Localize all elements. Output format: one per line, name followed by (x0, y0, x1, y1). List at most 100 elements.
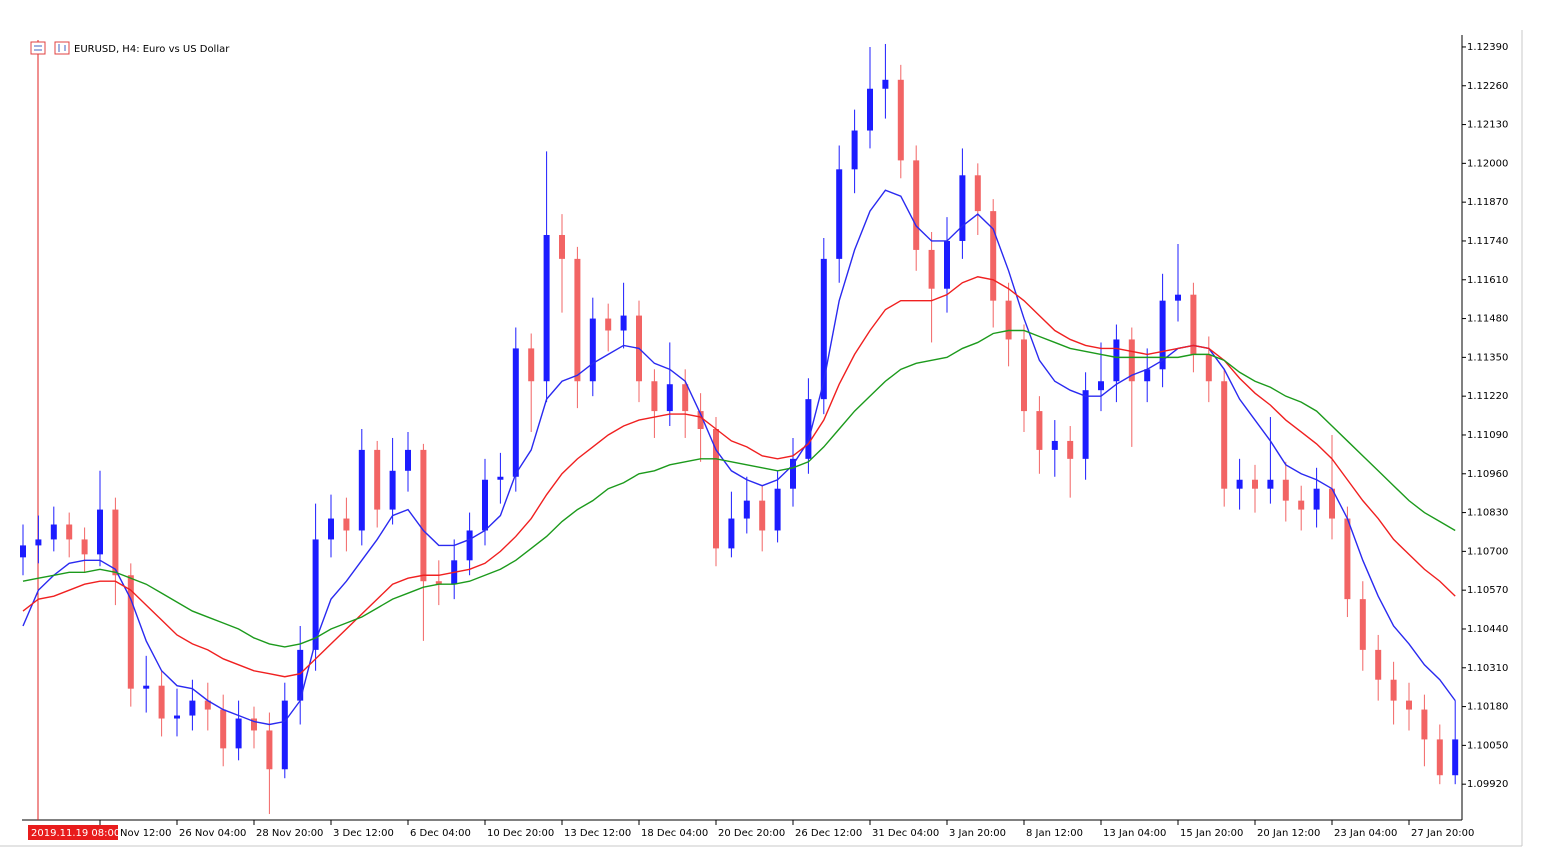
x-tick-label: Nov 12:00 (120, 828, 172, 839)
candle-body (728, 518, 735, 549)
x-tick-label: 6 Dec 04:00 (410, 828, 471, 839)
y-tick-label: 1.11610 (1467, 275, 1508, 286)
candle-body (1375, 649, 1382, 680)
candle-body (389, 470, 396, 510)
candle-body (990, 211, 997, 301)
x-tick-label: 28 Nov 20:00 (256, 828, 323, 839)
candle-body (1452, 739, 1459, 776)
candle-body (81, 539, 88, 555)
candle-body (512, 348, 519, 477)
candle-body (1221, 381, 1228, 489)
y-tick-label: 1.11350 (1467, 352, 1508, 363)
x-tick-label: 23 Jan 04:00 (1334, 828, 1397, 839)
candle-body (1113, 339, 1120, 382)
candle-body (651, 381, 658, 412)
candle-body (1329, 488, 1335, 519)
candle-body (1313, 488, 1320, 510)
candle-body (1021, 339, 1027, 412)
candle-body (589, 318, 596, 382)
candle-body (974, 175, 981, 212)
candle-body (820, 258, 827, 400)
candle-body (1175, 294, 1181, 301)
candle-body (1098, 381, 1104, 391)
candle-body (66, 524, 73, 540)
cursor-label-box (28, 825, 118, 840)
candle-body (50, 524, 57, 540)
y-tick-label: 1.10570 (1467, 585, 1508, 596)
candle-body (20, 545, 26, 558)
x-tick-label: 26 Dec 12:00 (795, 828, 862, 839)
candle-body (220, 709, 227, 749)
candle-body (235, 718, 242, 749)
candle-body (805, 399, 812, 459)
candle-body (143, 685, 150, 689)
candle-body (1252, 479, 1258, 489)
y-tick-label: 1.12000 (1467, 158, 1508, 169)
candle-body (1051, 440, 1058, 450)
candle-body (528, 348, 535, 382)
candle-body (1282, 479, 1289, 501)
candle-body (174, 715, 180, 719)
x-tick-label: 13 Dec 12:00 (564, 828, 631, 839)
x-tick-label: 31 Dec 04:00 (872, 828, 939, 839)
y-tick-label: 1.11090 (1467, 430, 1508, 441)
candle-body (251, 718, 257, 731)
candle-body (743, 500, 750, 519)
x-tick-label: 20 Jan 12:00 (1257, 828, 1320, 839)
x-tick-label: 20 Dec 20:00 (718, 828, 785, 839)
candle-body (682, 384, 689, 412)
candle-body (959, 175, 966, 241)
candle-body (543, 234, 550, 382)
moving-average-line (22, 276, 1456, 678)
candle-body (1067, 440, 1074, 459)
candle-body (759, 500, 766, 531)
candle-body (420, 449, 427, 582)
candle-body (928, 249, 935, 289)
moving-average-line (22, 189, 1456, 726)
y-tick-label: 1.11220 (1467, 391, 1508, 402)
candle-body (1390, 679, 1397, 701)
y-tick-label: 1.11870 (1467, 197, 1508, 208)
candle-body (112, 509, 119, 576)
candle-body (1128, 339, 1135, 382)
x-tick-label: 15 Jan 20:00 (1180, 828, 1243, 839)
candle-body (266, 730, 273, 770)
candle-body (1298, 500, 1305, 510)
icon (54, 41, 70, 55)
candle-body (620, 315, 627, 331)
candle-body (574, 258, 581, 382)
candle-body (343, 518, 350, 531)
candle-body (1159, 300, 1166, 370)
candle-body (297, 649, 304, 701)
candle-body (1036, 411, 1043, 450)
moving-average-line (22, 329, 1456, 648)
candle-body (882, 79, 889, 89)
candle-body (358, 449, 365, 531)
candle-body (1267, 479, 1274, 489)
candle-body (1144, 369, 1151, 382)
candle-body (497, 476, 504, 480)
y-tick-label: 1.10440 (1467, 624, 1508, 635)
candle-body (97, 509, 103, 555)
y-tick-label: 1.12130 (1467, 120, 1508, 131)
y-tick-label: 1.11480 (1467, 314, 1508, 325)
candle-body (328, 518, 334, 540)
x-tick-label: 3 Jan 20:00 (949, 828, 1006, 839)
y-tick-label: 1.09920 (1467, 779, 1508, 790)
x-tick-label: 8 Jan 12:00 (1026, 828, 1083, 839)
x-tick-label: 13 Jan 04:00 (1103, 828, 1166, 839)
candle-body (35, 539, 42, 546)
toolbar-icons (30, 41, 70, 55)
x-tick-label: 10 Dec 20:00 (487, 828, 554, 839)
icon (30, 41, 46, 55)
candle-body (435, 581, 442, 585)
candle-body (790, 458, 796, 489)
candle-body (482, 479, 488, 531)
y-tick-label: 1.12260 (1467, 81, 1508, 92)
candle-body (312, 539, 319, 650)
x-tick-label: 3 Dec 12:00 (333, 828, 394, 839)
candle-body (1190, 294, 1197, 355)
y-tick-label: 1.10830 (1467, 508, 1508, 519)
candle-body (897, 79, 904, 161)
